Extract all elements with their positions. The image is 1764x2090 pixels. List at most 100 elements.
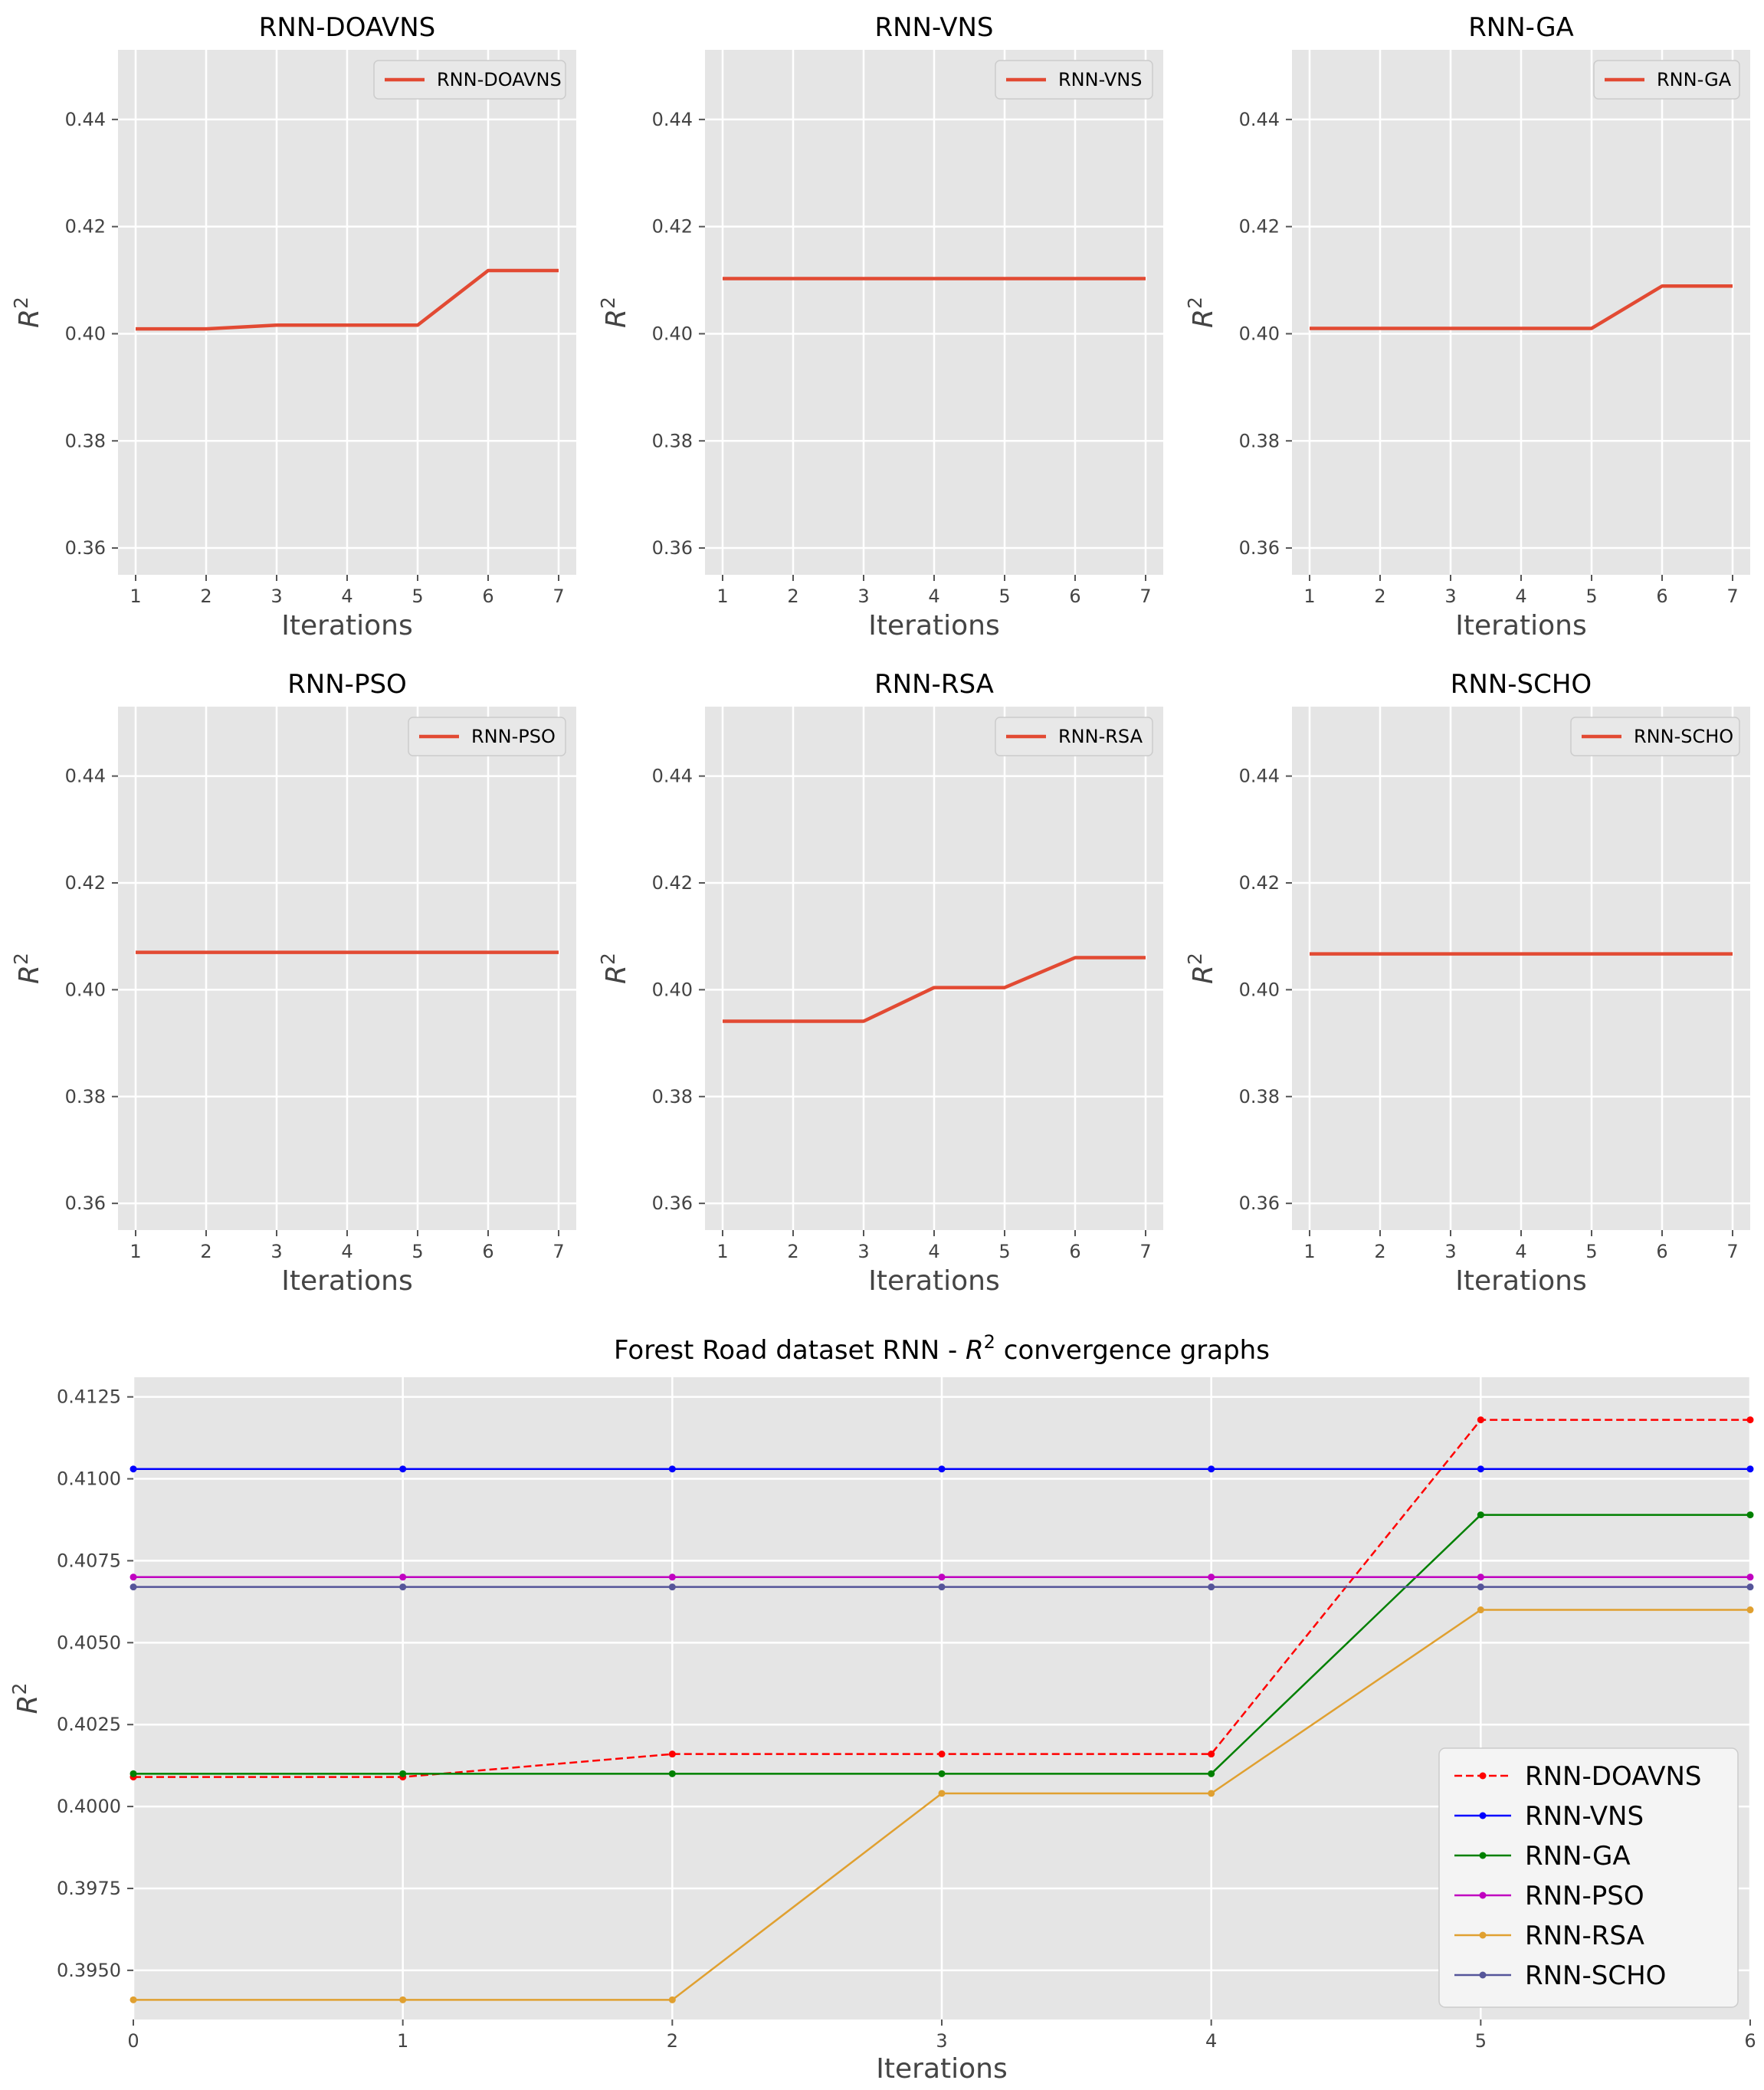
legend-marker xyxy=(1479,1772,1487,1780)
legend-box xyxy=(1593,60,1740,100)
x-tick-label: 2 xyxy=(1374,1241,1385,1262)
data-point xyxy=(668,1583,676,1591)
subplot-title: RNN-SCHO xyxy=(1451,669,1592,700)
y-tick-label: 0.38 xyxy=(1239,1086,1280,1107)
data-point xyxy=(399,1996,407,2003)
y-axis-label: R2 xyxy=(8,1683,44,1714)
x-tick-label: 3 xyxy=(271,586,282,607)
x-tick-label: 5 xyxy=(998,586,1010,607)
data-point xyxy=(130,1583,137,1591)
y-tick-label: 0.42 xyxy=(1239,216,1280,238)
x-tick-label: 3 xyxy=(271,1241,282,1262)
legend-marker xyxy=(1479,1891,1487,1899)
legend-box xyxy=(1438,1747,1739,2008)
x-tick-label: 1 xyxy=(716,586,728,607)
data-point xyxy=(1208,1583,1215,1591)
x-tick-label: 6 xyxy=(1656,1241,1667,1262)
data-point xyxy=(130,1465,137,1473)
data-point xyxy=(1477,1465,1484,1473)
subplot-rnn-ga: 1 2 3 4 5 6 7 0.36 0.38 0.40 0.42 0.44 RNN-GA Iterati… xyxy=(1184,12,1750,641)
x-axis-label: Iterations xyxy=(868,610,999,641)
x-tick-label: 2 xyxy=(667,2030,678,2052)
y-tick-label: 0.44 xyxy=(65,766,106,787)
x-tick-label: 1 xyxy=(397,2030,408,2052)
data-point xyxy=(938,1790,946,1797)
y-tick-label: 0.42 xyxy=(652,216,693,238)
legend-marker xyxy=(1479,1812,1487,1819)
data-point xyxy=(1208,1573,1215,1581)
data-point xyxy=(1746,1416,1754,1424)
x-tick-label: 1 xyxy=(130,1241,141,1262)
subplot-rnn-rsa: 1 2 3 4 5 6 7 0.36 0.38 0.40 0.42 0.44 RNN-RSA Iterat… xyxy=(597,669,1163,1297)
y-tick-label: 0.38 xyxy=(652,1086,693,1107)
series-rnn-ga xyxy=(130,1511,1754,1777)
data-point xyxy=(1208,1770,1215,1777)
y-tick-label: 0.42 xyxy=(65,872,106,894)
data-point xyxy=(938,1583,946,1591)
y-tick-label: 0.42 xyxy=(1239,872,1280,894)
y-tick-label: 0.40 xyxy=(65,323,106,344)
subplot-title: RNN-DOAVNS xyxy=(259,12,435,43)
x-tick-label: 6 xyxy=(1744,2030,1756,2052)
legend-label: RNN-RSA xyxy=(1058,726,1143,747)
data-point xyxy=(1477,1573,1484,1581)
legend-label: RNN-VNS xyxy=(1058,69,1142,90)
data-point xyxy=(399,1770,407,1777)
x-tick-label: 3 xyxy=(1444,1241,1456,1262)
y-tick-label: 0.40 xyxy=(652,323,693,344)
data-point xyxy=(1477,1416,1484,1424)
legend-label: RNN-GA xyxy=(1657,69,1732,90)
subplot-title: RNN-RSA xyxy=(874,669,994,700)
x-tick-label: 7 xyxy=(1139,586,1151,607)
subplot-title: RNN-GA xyxy=(1468,12,1574,43)
data-point xyxy=(130,1770,137,1777)
legend-label: RNN-RSA xyxy=(1525,1921,1644,1951)
x-tick-label: 1 xyxy=(1303,1241,1315,1262)
y-tick-label: 0.4075 xyxy=(57,1550,121,1571)
legend-marker xyxy=(1479,1931,1487,1939)
data-point xyxy=(938,1465,946,1473)
x-tick-label: 5 xyxy=(411,586,423,607)
series-rnn-rsa xyxy=(130,1606,1754,2003)
y-tick-label: 0.38 xyxy=(65,430,106,451)
y-axis-label: R2 xyxy=(10,297,46,328)
y-axis-label: R2 xyxy=(597,297,633,328)
data-point xyxy=(1477,1606,1484,1614)
x-tick-label: 7 xyxy=(1726,586,1738,607)
x-tick-label: 7 xyxy=(552,586,564,607)
y-tick-label: 0.40 xyxy=(652,979,693,1000)
x-tick-label: 3 xyxy=(857,1241,869,1262)
data-point xyxy=(668,1996,676,2003)
y-tick-label: 0.36 xyxy=(652,1193,693,1214)
y-tick-label: 0.44 xyxy=(1239,109,1280,130)
x-tick-label: 2 xyxy=(787,586,798,607)
series-line xyxy=(136,268,559,331)
data-point xyxy=(1746,1583,1754,1591)
data-point xyxy=(668,1770,676,1777)
series-rnn-vns xyxy=(130,1465,1754,1473)
data-point xyxy=(938,1770,946,1777)
data-point xyxy=(1746,1465,1754,1473)
legend-marker xyxy=(1479,1971,1487,1979)
data-point xyxy=(399,1573,407,1581)
x-tick-label: 5 xyxy=(1585,1241,1597,1262)
subplot-rnn-doavns: 1 2 3 4 5 6 7 0.36 0.38 0.40 0.42 0.44 RNN-DOAVNS Ite… xyxy=(10,12,576,641)
x-tick-label: 1 xyxy=(1303,586,1315,607)
legend-label: RNN-PSO xyxy=(471,726,556,747)
x-tick-label: 5 xyxy=(1585,586,1597,607)
legend-label: RNN-SCHO xyxy=(1525,1960,1666,1991)
combined-title: Forest Road dataset RNN - R2 convergence… xyxy=(614,1331,1270,1366)
y-tick-label: 0.40 xyxy=(65,979,106,1000)
y-tick-label: 0.38 xyxy=(652,430,693,451)
x-tick-label: 5 xyxy=(411,1241,423,1262)
y-tick-label: 0.4100 xyxy=(57,1468,121,1490)
y-tick-label: 0.4125 xyxy=(57,1386,121,1408)
subplot-title: RNN-VNS xyxy=(874,12,993,43)
y-tick-label: 0.42 xyxy=(65,216,106,238)
x-tick-label: 2 xyxy=(200,586,211,607)
x-axis-label: Iterations xyxy=(1455,1265,1586,1297)
x-tick-label: 4 xyxy=(1515,1241,1526,1262)
subplot-title: RNN-PSO xyxy=(287,669,407,700)
combined-legend: RNN-DOAVNS RNN-VNS RNN-GA RNN-PSO RNN-RSA RNN… xyxy=(1438,1747,1739,2008)
x-axis-label: Iterations xyxy=(281,1265,412,1297)
